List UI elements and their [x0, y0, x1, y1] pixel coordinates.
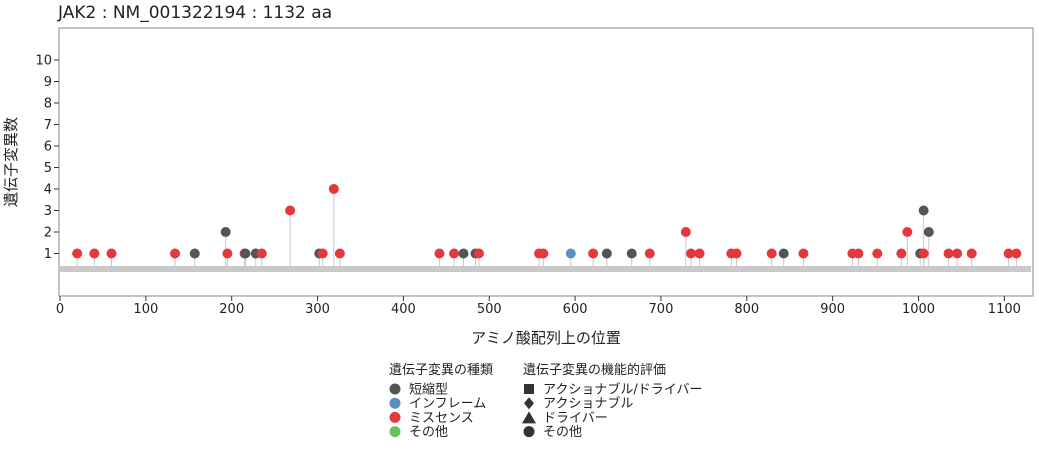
x-tick-label: 1100: [988, 302, 1021, 317]
y-axis-title: 遺伝子変異数: [2, 117, 20, 207]
y-tick-label: 6: [44, 140, 52, 155]
mutation-point-missense[interactable]: [680, 227, 691, 237]
x-tick-label: 0: [56, 302, 64, 317]
legend-symbol-diamond: [524, 397, 534, 410]
legend: 遺伝子変異の種類短縮型インフレームミスセンスその他遺伝子変異の機能的評価アクショ…: [389, 362, 702, 440]
mutation-point-missense[interactable]: [896, 248, 907, 259]
mutation-point-truncating[interactable]: [923, 227, 934, 237]
x-tick-label: 200: [219, 302, 244, 317]
legend-symbol-circle: [389, 397, 401, 409]
legend-item-label: その他: [409, 425, 448, 440]
y-tick-label: 1: [44, 247, 52, 262]
mutation-point-missense[interactable]: [538, 248, 549, 259]
x-axis-title: アミノ酸配列上の位置: [471, 329, 621, 347]
mutation-point-missense[interactable]: [644, 248, 655, 259]
legend-symbol-circle: [389, 383, 401, 395]
legend-symbol-circle: [523, 426, 535, 438]
legend-item-label: その他: [543, 425, 582, 440]
legend-title: 遺伝子変異の機能的評価: [523, 362, 666, 378]
mutation-point-missense[interactable]: [449, 248, 460, 259]
legend-item-label: アクショナブル: [543, 396, 633, 412]
mutation-point-missense[interactable]: [334, 248, 345, 259]
y-tick-label: 3: [44, 204, 52, 219]
mutation-point-missense[interactable]: [72, 248, 83, 259]
mutation-point-truncating[interactable]: [601, 248, 612, 259]
mutation-point-missense[interactable]: [170, 248, 181, 259]
legend-title: 遺伝子変異の種類: [389, 362, 493, 378]
chart-title: JAK2 : NM_001322194 : 1132 aa: [57, 3, 332, 23]
legend-symbol-circle: [389, 426, 401, 438]
mutation-point-missense[interactable]: [256, 248, 267, 259]
plot-frame: [58, 27, 1034, 297]
mutation-point-missense[interactable]: [1003, 248, 1014, 259]
x-tick-label: 900: [820, 302, 845, 317]
mutation-point-missense[interactable]: [317, 248, 328, 259]
mutation-point-missense[interactable]: [902, 227, 913, 237]
x-tick-label: 500: [477, 302, 502, 317]
lollipop-heads: [72, 184, 1022, 259]
mutation-point-missense[interactable]: [222, 248, 233, 259]
x-tick-label: 800: [734, 302, 759, 317]
mutation-point-missense[interactable]: [952, 248, 963, 259]
x-axis: 0 100 200 300 400 500 600 700 800 900 1000 1100: [56, 296, 1021, 317]
legend-item-label: ミスセンス: [409, 411, 474, 426]
x-tick-label: 100: [133, 302, 158, 317]
mutation-point-missense[interactable]: [966, 248, 977, 259]
legend-item-label: アクショナブル/ドライバー: [543, 382, 702, 398]
mutation-point-missense[interactable]: [918, 248, 929, 259]
mutation-point-truncating[interactable]: [189, 248, 200, 259]
legend-symbol-triangle: [522, 411, 536, 424]
x-tick-label: 400: [391, 302, 416, 317]
mutation-point-missense[interactable]: [285, 205, 296, 216]
mutation-point-truncating[interactable]: [626, 248, 637, 259]
mutation-point-missense[interactable]: [694, 248, 705, 259]
mutation-point-missense[interactable]: [328, 184, 339, 194]
legend-item-label: 短縮型: [409, 382, 448, 398]
mutation-point-missense[interactable]: [853, 248, 864, 259]
mutation-point-missense[interactable]: [943, 248, 954, 259]
legend-symbol-circle: [389, 411, 401, 423]
y-tick-label: 4: [44, 183, 52, 198]
mutation-point-inframe[interactable]: [565, 248, 576, 259]
mutation-point-missense[interactable]: [872, 248, 883, 259]
y-tick-label: 8: [44, 97, 52, 112]
mutation-point-missense[interactable]: [588, 248, 599, 259]
protein-bar: [60, 266, 1031, 272]
mutation-point-truncating[interactable]: [458, 248, 469, 259]
mutation-point-missense[interactable]: [434, 248, 445, 259]
mutation-point-missense[interactable]: [473, 248, 484, 259]
mutation-point-missense[interactable]: [766, 248, 777, 259]
x-tick-label: 700: [649, 302, 674, 317]
legend-item-label: ドライバー: [543, 411, 608, 426]
mutation-point-missense[interactable]: [89, 248, 100, 259]
y-tick-label: 7: [44, 118, 52, 133]
mutation-point-missense[interactable]: [798, 248, 809, 259]
x-tick-label: 300: [305, 302, 330, 317]
y-axis: 1 2 3 4 5 6 7 8 9 10: [35, 54, 59, 262]
mutation-point-missense[interactable]: [685, 248, 696, 259]
y-tick-label: 2: [44, 226, 52, 241]
y-tick-label: 10: [35, 54, 52, 69]
legend-symbol-square: [524, 384, 534, 394]
x-tick-label: 1000: [902, 302, 935, 317]
y-tick-label: 5: [44, 161, 52, 176]
mutation-point-truncating[interactable]: [240, 248, 251, 259]
mutation-point-truncating[interactable]: [220, 227, 231, 237]
mutation-point-missense[interactable]: [106, 248, 117, 259]
legend-item-label: インフレーム: [409, 397, 486, 412]
mutation-point-truncating[interactable]: [918, 205, 929, 216]
mutation-point-missense[interactable]: [731, 248, 742, 259]
x-tick-label: 600: [563, 302, 588, 317]
mutation-point-truncating[interactable]: [778, 248, 789, 259]
y-tick-label: 9: [44, 75, 52, 90]
mutation-point-missense[interactable]: [1011, 248, 1022, 259]
